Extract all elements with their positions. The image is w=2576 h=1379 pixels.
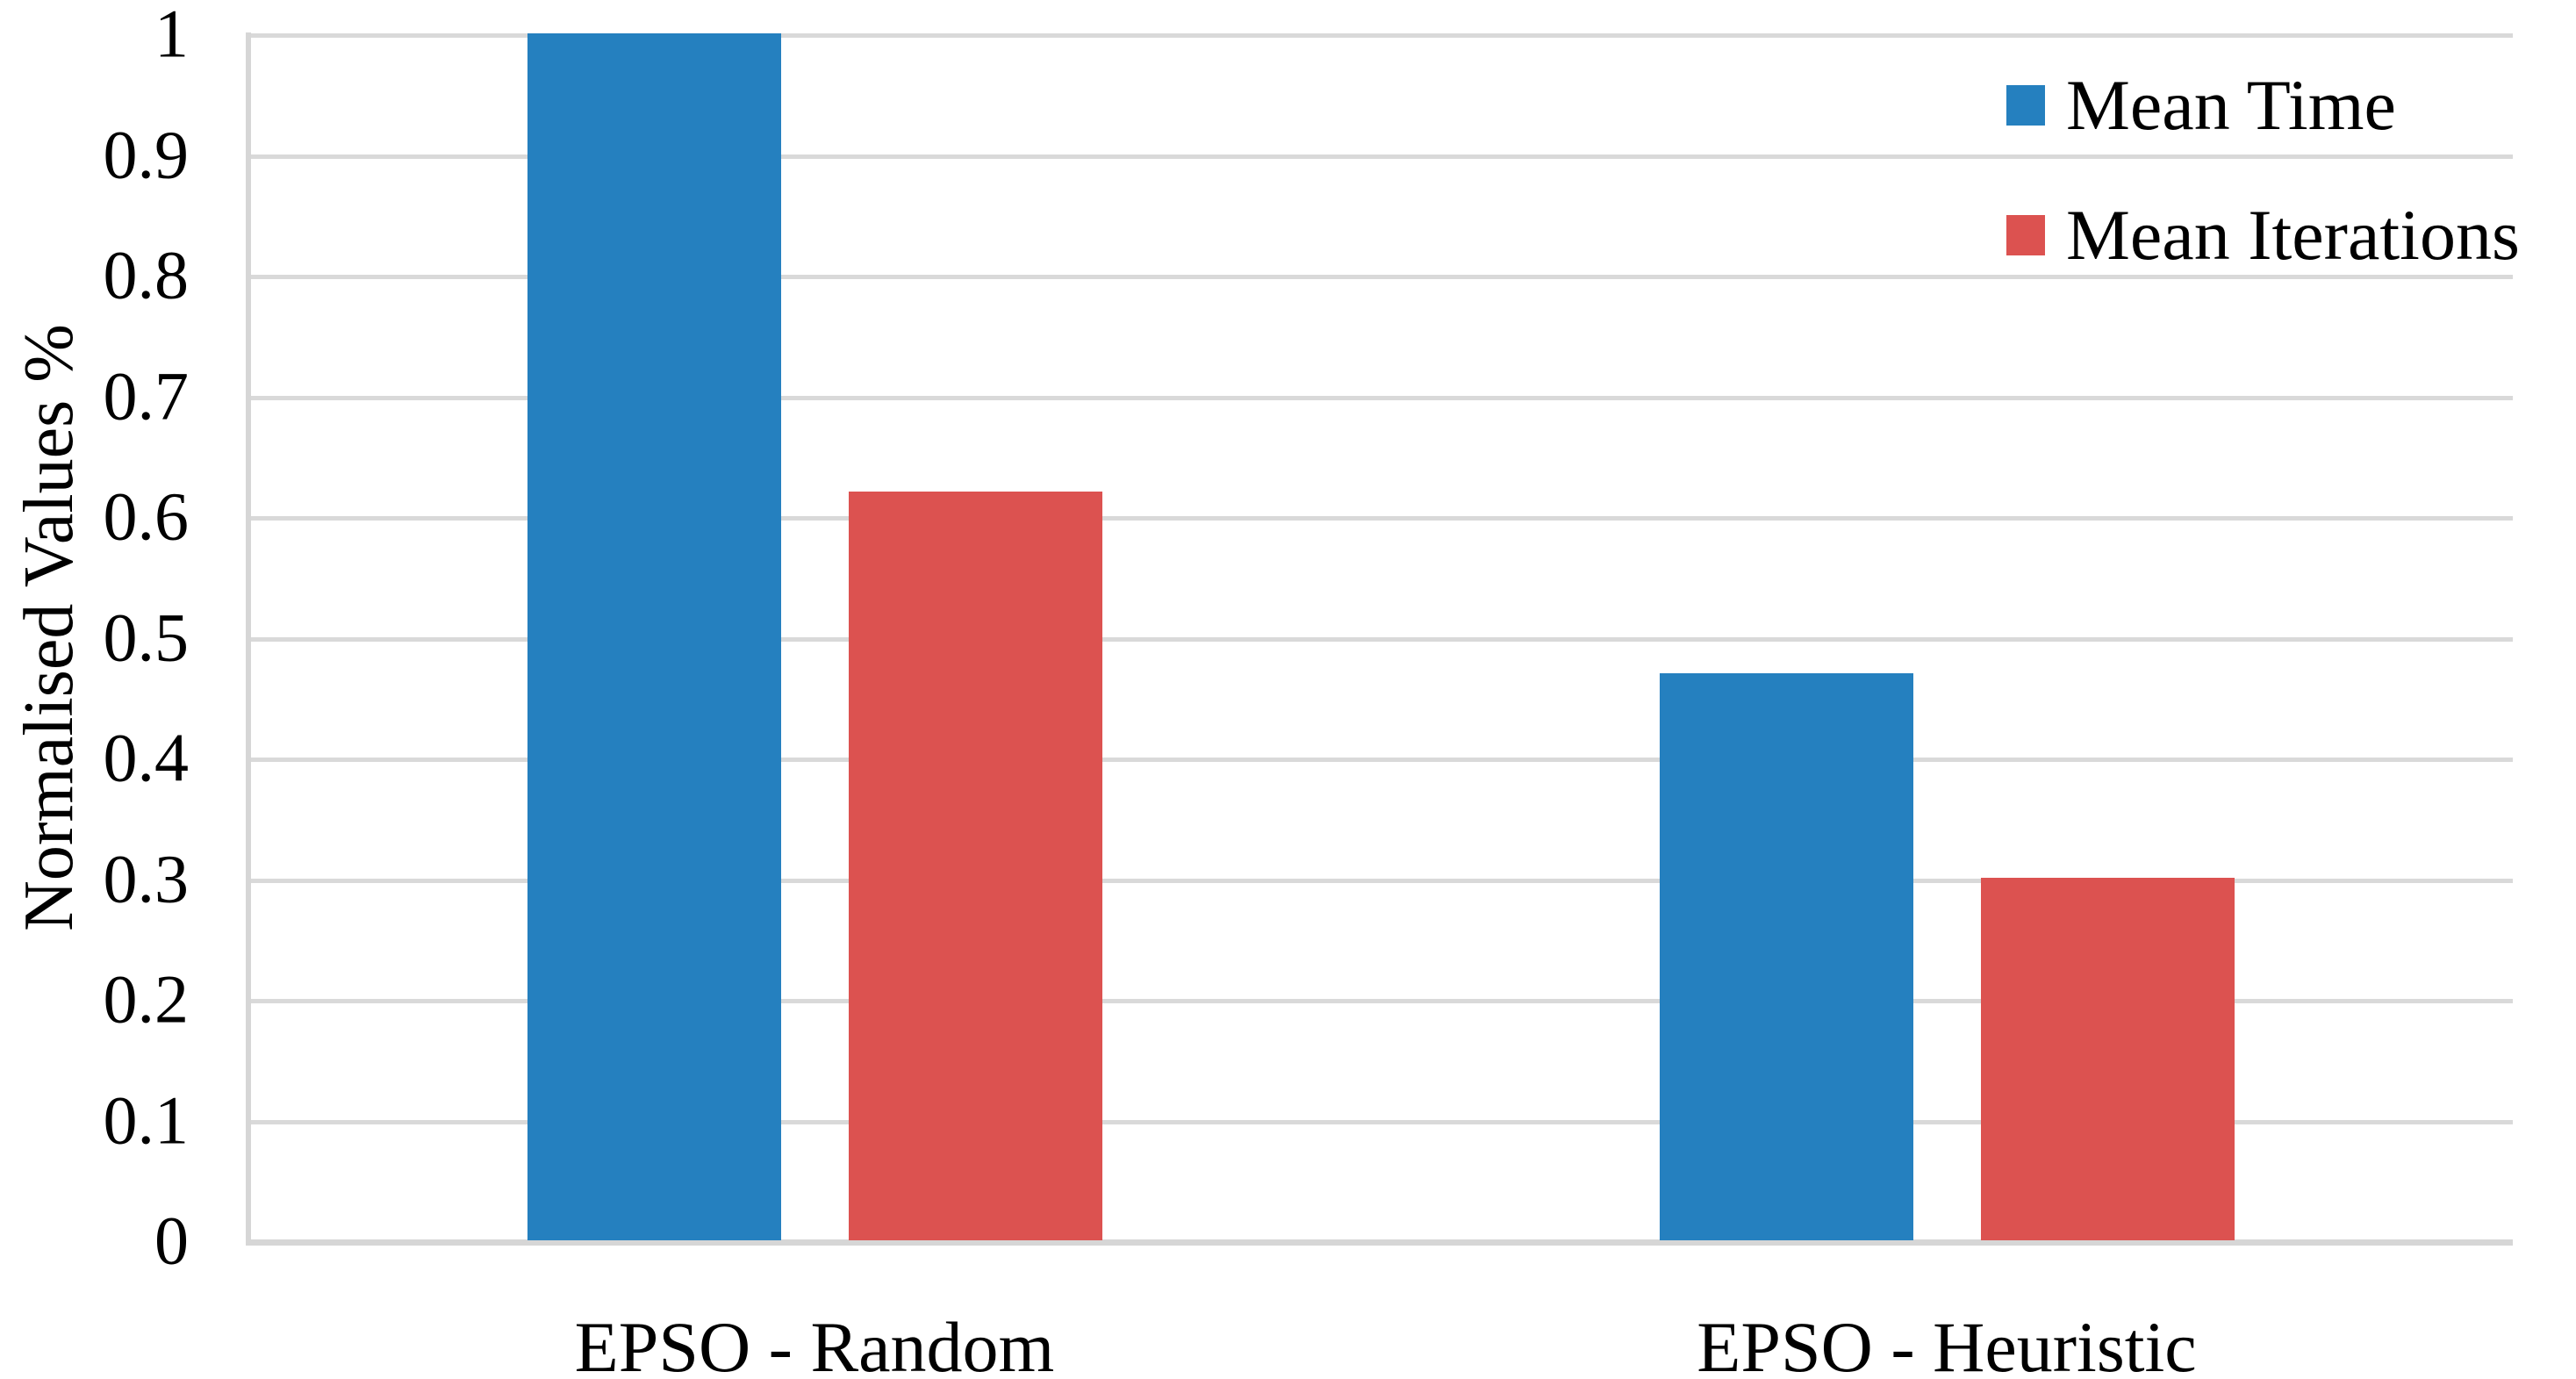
- x-category-label: EPSO - Random: [574, 1307, 1055, 1379]
- legend-item: Mean Iterations: [2006, 196, 2520, 275]
- bar-mean-time: [527, 33, 781, 1240]
- gridline: [248, 637, 2513, 642]
- bar-mean-time: [1660, 673, 1913, 1240]
- gridline: [248, 396, 2513, 400]
- gridline: [248, 154, 2513, 159]
- bar-mean-iterations: [849, 492, 1102, 1240]
- legend-swatch-mean-iterations: [2006, 215, 2045, 255]
- y-tick-label: 0.2: [103, 960, 190, 1038]
- bar-mean-iterations: [1981, 878, 2235, 1240]
- gridline: [248, 758, 2513, 762]
- y-tick-label: 0.3: [103, 839, 190, 916]
- y-axis-line: [246, 32, 251, 1246]
- y-tick-label: 0: [154, 1202, 189, 1279]
- y-tick-label: 0.4: [103, 719, 190, 796]
- x-category-label: EPSO - Heuristic: [1697, 1307, 2197, 1379]
- y-tick-label: 0.6: [103, 478, 190, 555]
- y-tick-label: 0.9: [103, 115, 190, 192]
- y-tick-label: 0.1: [103, 1081, 190, 1158]
- gridline: [248, 999, 2513, 1003]
- y-tick-label: 0.8: [103, 236, 190, 313]
- gridline: [248, 275, 2513, 279]
- y-tick-label: 0.5: [103, 598, 190, 675]
- legend-label: Mean Time: [2066, 65, 2396, 145]
- x-axis-line: [246, 1239, 2513, 1246]
- legend: Mean Time Mean Iterations: [2006, 66, 2520, 326]
- gridline: [248, 33, 2513, 38]
- gridline: [248, 879, 2513, 883]
- legend-swatch-mean-time: [2006, 85, 2045, 126]
- gridline: [248, 1120, 2513, 1124]
- y-tick-label: 0.7: [103, 356, 190, 434]
- y-tick-label: 1: [154, 0, 189, 72]
- legend-label: Mean Iterations: [2066, 195, 2520, 275]
- gridline: [248, 516, 2513, 521]
- legend-item: Mean Time: [2006, 66, 2520, 145]
